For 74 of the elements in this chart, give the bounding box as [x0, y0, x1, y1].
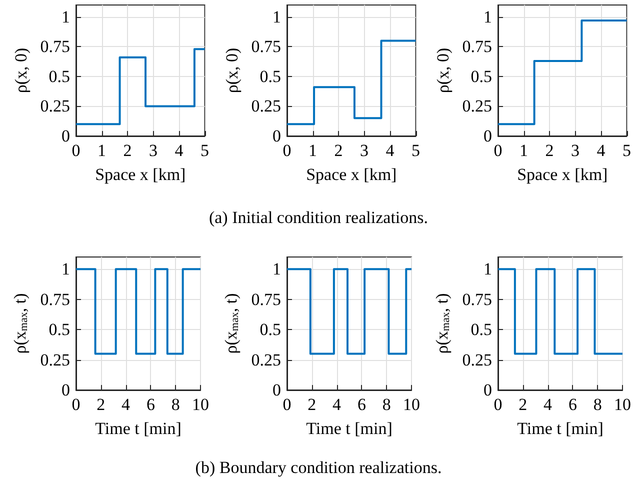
- x-axis-title: Time t [min]: [95, 419, 182, 438]
- x-tick-label: 4: [174, 141, 184, 160]
- x-axis-title: Space x [km]: [95, 165, 186, 184]
- y-tick-label: 0: [272, 126, 281, 146]
- y-tick-label: 1: [272, 7, 281, 26]
- y-tick-label: 0.5: [470, 320, 492, 340]
- y-axis-title: ρ(xmax, t): [432, 293, 452, 354]
- y-tick-label: 0.25: [40, 96, 70, 116]
- x-tick-label: 3: [360, 141, 368, 160]
- y-axis-title: ρ(x, 0): [11, 48, 30, 94]
- y-tick-label: 0.5: [260, 66, 281, 86]
- x-tick-label: 2: [518, 395, 528, 414]
- x-tick-label: 4: [544, 395, 553, 414]
- y-tick-label: 1: [62, 7, 70, 26]
- x-tick-label: 8: [593, 395, 602, 414]
- x-tick-label: 5: [200, 141, 209, 160]
- y-tick-label: 0: [62, 380, 70, 400]
- y-tick-label: 0.5: [470, 66, 492, 86]
- text: (b) Boundary condition realizations.: [194, 458, 443, 478]
- x-tick-label: 1: [520, 141, 528, 160]
- y-tick-label: 0: [62, 126, 70, 146]
- y-tick-label: 0.5: [260, 320, 281, 340]
- y-tick-label: 0: [484, 126, 492, 146]
- y-tick-label: 0.5: [48, 320, 70, 340]
- y-tick-label: 1: [484, 7, 492, 26]
- text: (a) Initial condition realizations.: [208, 208, 430, 228]
- y-tick-label: 0.25: [462, 96, 492, 116]
- y-tick-label: 0.75: [40, 290, 70, 309]
- x-tick-label: 8: [382, 395, 391, 414]
- y-tick-label: 1: [62, 260, 70, 279]
- x-tick-label: 2: [545, 141, 554, 160]
- x-tick-label: 1: [98, 141, 106, 160]
- x-tick-label: 4: [386, 141, 395, 160]
- x-tick-label: 2: [96, 395, 106, 414]
- y-tick-label: 1: [272, 260, 281, 279]
- x-tick-label: 2: [123, 141, 132, 160]
- x-tick-label: 4: [122, 395, 131, 414]
- x-axis-title: Space x [km]: [306, 165, 397, 184]
- y-tick-label: 0.25: [40, 350, 70, 370]
- y-tick-label: 1: [484, 260, 492, 279]
- y-tick-label: 0.25: [462, 350, 492, 370]
- y-axis-title: ρ(x, 0): [222, 48, 242, 94]
- x-tick-label: 5: [622, 141, 631, 160]
- y-tick-label: 0: [272, 380, 281, 400]
- y-tick-label: 0.25: [251, 350, 281, 370]
- x-tick-label: 6: [357, 395, 366, 414]
- y-tick-label: 0.5: [48, 66, 70, 86]
- x-tick-label: 5: [412, 141, 420, 160]
- y-tick-label: 0.75: [251, 290, 281, 309]
- y-tick-label: 0: [484, 380, 492, 400]
- x-axis-title: Time t [min]: [306, 419, 392, 438]
- x-tick-label: 6: [146, 395, 155, 414]
- y-axis-title: ρ(xmax, t): [221, 293, 241, 354]
- x-axis-title: Time t [min]: [517, 419, 604, 438]
- x-tick-label: 4: [332, 395, 342, 414]
- y-tick-label: 0.75: [40, 37, 70, 56]
- y-tick-label: 0.75: [462, 290, 492, 309]
- y-tick-label: 0.25: [251, 96, 281, 116]
- x-tick-label: 10: [614, 395, 631, 414]
- y-axis-title: ρ(xmax, t): [10, 293, 30, 354]
- x-tick-label: 3: [571, 141, 580, 160]
- x-tick-label: 2: [334, 141, 343, 160]
- x-tick-label: 10: [192, 395, 209, 414]
- x-tick-label: 4: [596, 141, 606, 160]
- x-tick-label: 2: [308, 395, 316, 414]
- y-tick-label: 0.75: [251, 37, 281, 56]
- x-tick-label: 10: [403, 395, 420, 414]
- y-axis-title: ρ(x, 0): [433, 48, 452, 94]
- x-tick-label: 6: [568, 395, 577, 414]
- x-tick-label: 3: [149, 141, 158, 160]
- x-tick-label: 8: [171, 395, 180, 414]
- x-axis-title: Space x [km]: [517, 165, 608, 184]
- x-tick-label: 1: [308, 141, 317, 160]
- y-tick-label: 0.75: [462, 37, 492, 56]
